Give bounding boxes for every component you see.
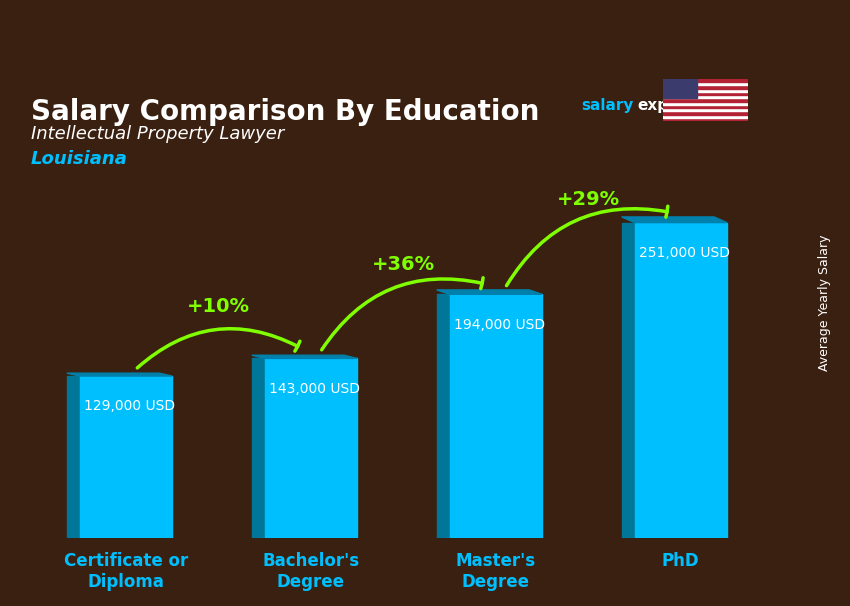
Bar	[663, 92, 748, 95]
Bar	[663, 98, 748, 102]
Text: 143,000 USD: 143,000 USD	[269, 382, 360, 396]
Text: salary: salary	[581, 98, 633, 113]
Polygon shape	[67, 373, 173, 376]
Bar	[663, 105, 748, 108]
Text: 194,000 USD: 194,000 USD	[454, 318, 545, 331]
Bar	[663, 85, 748, 88]
Text: 251,000 USD: 251,000 USD	[639, 246, 730, 260]
Polygon shape	[621, 222, 635, 538]
Polygon shape	[437, 290, 542, 295]
Bar	[663, 108, 748, 112]
Text: Intellectual Property Lawyer: Intellectual Property Lawyer	[31, 125, 284, 143]
Bar	[264, 358, 357, 538]
Polygon shape	[67, 376, 80, 538]
Bar	[663, 115, 748, 118]
Bar	[663, 88, 748, 92]
Bar	[663, 118, 748, 121]
Text: +10%: +10%	[187, 298, 250, 316]
Text: 129,000 USD: 129,000 USD	[84, 399, 175, 413]
Polygon shape	[252, 358, 264, 538]
Polygon shape	[621, 217, 727, 222]
Bar	[450, 295, 542, 538]
Bar	[635, 222, 727, 538]
Bar	[80, 376, 173, 538]
Text: +36%: +36%	[371, 255, 435, 273]
Polygon shape	[437, 295, 450, 538]
Text: Louisiana: Louisiana	[31, 150, 127, 168]
Bar	[663, 95, 748, 98]
Bar	[663, 102, 748, 105]
Bar	[663, 112, 748, 115]
Text: Average Yearly Salary: Average Yearly Salary	[818, 235, 831, 371]
Text: +29%: +29%	[557, 190, 620, 210]
Bar	[663, 82, 748, 85]
Polygon shape	[252, 355, 357, 358]
Text: Salary Comparison By Education: Salary Comparison By Education	[31, 98, 539, 125]
Bar	[663, 79, 697, 98]
Bar	[663, 79, 748, 82]
Text: explorer.com: explorer.com	[638, 98, 748, 113]
